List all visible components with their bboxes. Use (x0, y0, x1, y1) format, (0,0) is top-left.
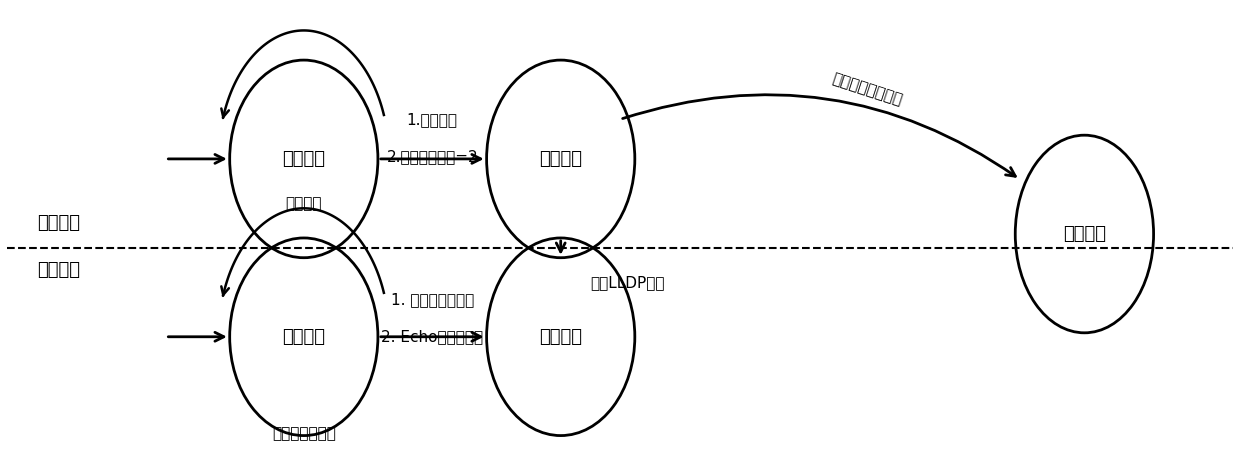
Text: 2. Echo请求无响应: 2. Echo请求无响应 (381, 329, 484, 344)
Text: 1. 流表请求无响应: 1. 流表请求无响应 (391, 292, 474, 307)
Text: 发送LLDP请求: 发送LLDP请求 (590, 275, 665, 290)
Text: 故障预警: 故障预警 (539, 328, 583, 346)
Text: 故障检测: 故障检测 (283, 328, 325, 346)
Text: 故障检测: 故障检测 (283, 150, 325, 168)
Text: 故障恢复: 故障恢复 (1063, 225, 1106, 243)
Text: 数据平面: 数据平面 (37, 261, 81, 278)
Text: 定位故障控制节点: 定位故障控制节点 (830, 71, 904, 108)
Text: 流表请求与下发: 流表请求与下发 (272, 426, 336, 441)
Text: 1.心跳丢失: 1.心跳丢失 (407, 112, 458, 127)
Text: 心跳检测: 心跳检测 (285, 196, 322, 211)
Text: 故障预警: 故障预警 (539, 150, 583, 168)
Text: 控制平面: 控制平面 (37, 214, 81, 232)
Text: 2.故障预警计数=2: 2.故障预警计数=2 (387, 149, 479, 164)
